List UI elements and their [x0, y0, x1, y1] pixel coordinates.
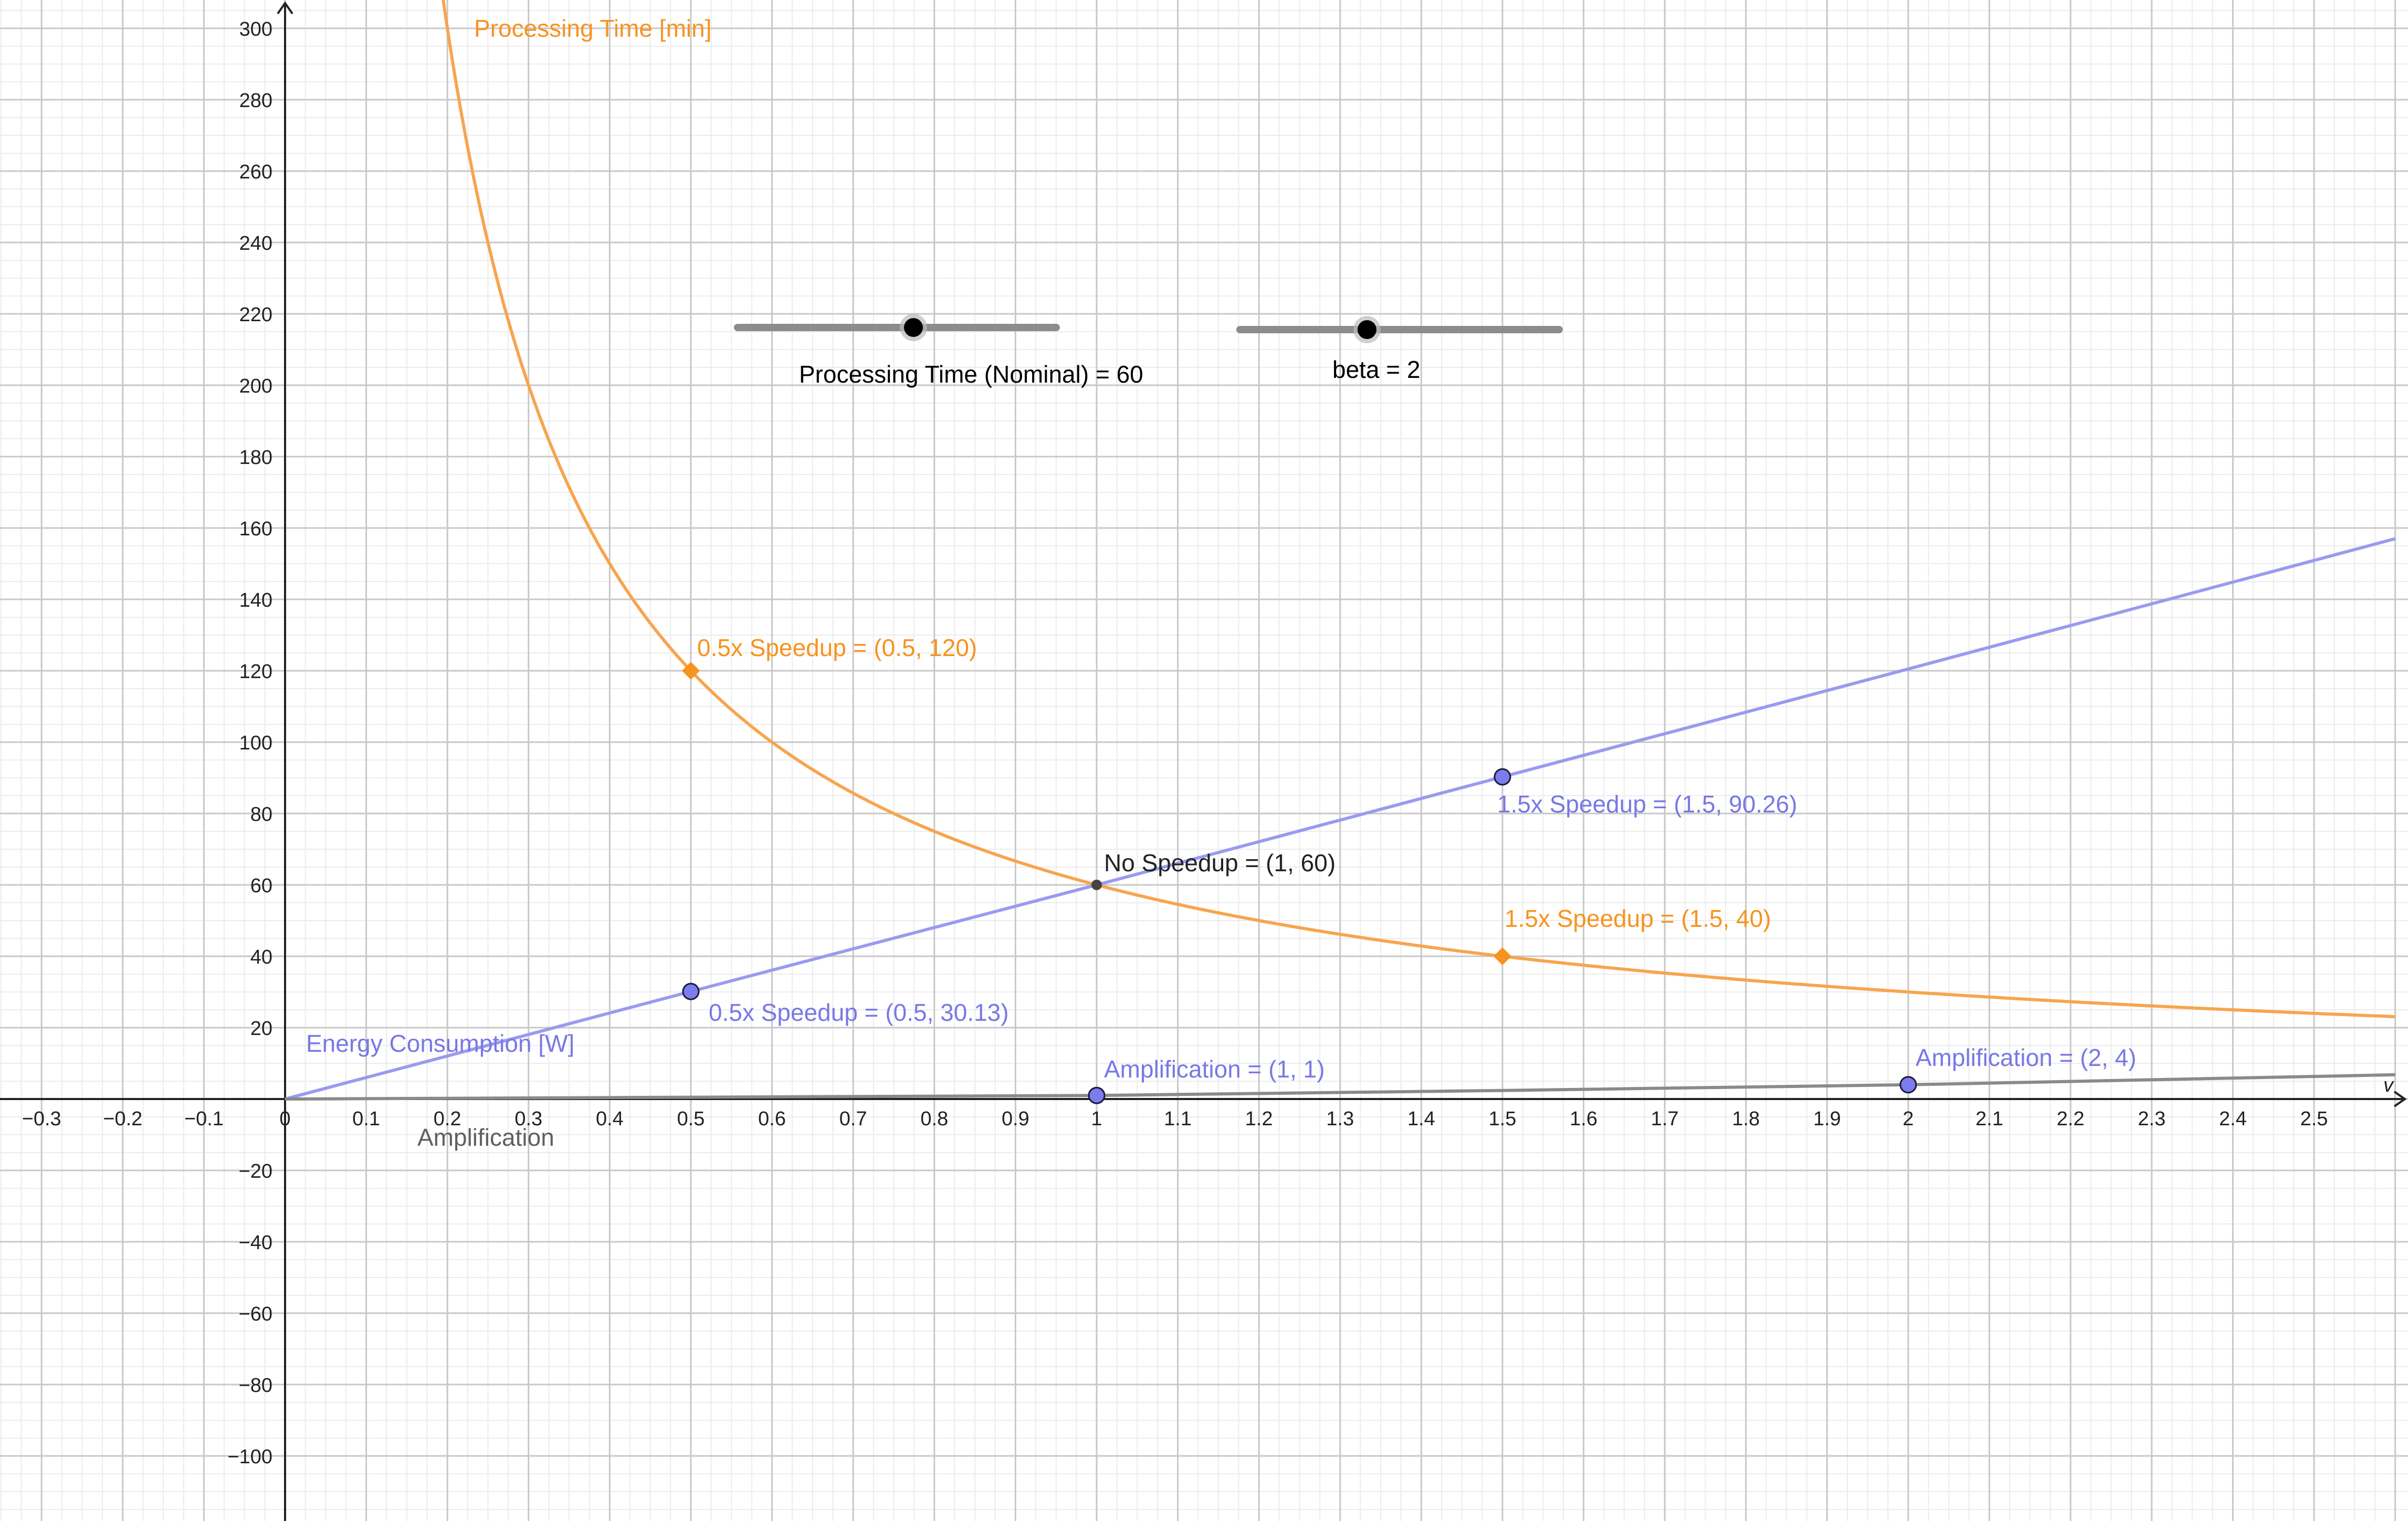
y-tick-label: 100	[239, 732, 272, 754]
x-tick-label: 0.9	[1002, 1108, 1029, 1130]
point-marker-amplification-1-1	[1088, 1086, 1106, 1104]
x-tick-label: 2	[1902, 1108, 1913, 1130]
x-tick-label: 2.2	[2057, 1108, 2085, 1130]
y-tick-label: 20	[250, 1018, 272, 1040]
y-tick-label: 120	[239, 661, 272, 683]
x-tick-label: 1.2	[1245, 1108, 1273, 1130]
x-tick-label: −0.3	[22, 1108, 61, 1130]
point-marker-1-5x-speedup-1-5-90-26	[1494, 768, 1511, 786]
y-axis-arrow	[277, 1, 293, 15]
slider-label: Processing Time (Nominal) = 60	[799, 361, 1143, 388]
x-axis-label: v	[2383, 1074, 2394, 1096]
point-marker-1-5x-speedup-1-5-40	[1494, 947, 1511, 965]
x-tick-label: 0.6	[758, 1108, 786, 1130]
point-label-0-5x-speedup-0-5-120: 0.5x Speedup = (0.5, 120)	[697, 634, 977, 661]
x-tick-label: 1	[1091, 1108, 1102, 1130]
x-tick-label: 1.7	[1651, 1108, 1679, 1130]
x-tick-label: 1.3	[1326, 1108, 1354, 1130]
x-tick-label: 2.3	[2138, 1108, 2165, 1130]
y-tick-label: 80	[250, 804, 272, 826]
y-tick-label: 160	[239, 518, 272, 540]
x-tick-label: −0.1	[184, 1108, 224, 1130]
y-tick-label: 240	[239, 233, 272, 255]
x-tick-label: 0	[279, 1108, 290, 1130]
x-tick-label: 2.1	[1975, 1108, 2003, 1130]
point-label-no-speedup-1-60: No Speedup = (1, 60)	[1104, 849, 1336, 876]
y-tick-label: 60	[250, 875, 272, 897]
slider-beta: beta = 2	[1236, 316, 1563, 383]
y-tick-label: −100	[227, 1446, 272, 1468]
processing-time-curve	[441, 0, 2395, 1019]
y-tick-label: −80	[239, 1375, 272, 1397]
slider-knob[interactable]	[904, 318, 923, 337]
x-tick-label: 1.9	[1813, 1108, 1841, 1130]
amplification-label: Amplification	[417, 1124, 554, 1151]
points: 0.5x Speedup = (0.5, 120) 1.5x Speedup = …	[682, 634, 2137, 1104]
y-tick-label: 40	[250, 946, 272, 968]
energy-consumption-label: Energy Consumption [W]	[306, 1030, 574, 1057]
point-marker-0-5x-speedup-0-5-30-13	[682, 983, 700, 1000]
point-label-0-5x-speedup-0-5-30-13: 0.5x Speedup = (0.5, 30.13)	[709, 999, 1009, 1026]
y-tick-label: 300	[239, 18, 272, 40]
x-tick-label: −0.2	[103, 1108, 142, 1130]
x-tick-label: 2.5	[2300, 1108, 2328, 1130]
y-tick-label: 200	[239, 375, 272, 397]
y-tick-label: 140	[239, 589, 272, 611]
sliders: Processing Time (Nominal) = 60 beta = 2	[734, 314, 1563, 388]
tick-labels: −0.3 −0.2 −0.1 0 0.1 0.2 0.3 0.4 0.5 0.6 0.7 0.8 0.9…	[22, 18, 2328, 1468]
y-tick-label: 260	[239, 161, 272, 183]
x-tick-label: 1.1	[1164, 1108, 1192, 1130]
slider-processing-time-nominal: Processing Time (Nominal) = 60	[734, 314, 1143, 388]
y-tick-label: −40	[239, 1232, 272, 1254]
series-labels: Processing Time [min] Energy Consumption …	[306, 15, 711, 1151]
point-label-amplification-2-4: Amplification = (2, 4)	[1916, 1044, 2137, 1071]
point-label-1-5x-speedup-1-5-40: 1.5x Speedup = (1.5, 40)	[1505, 905, 1771, 932]
x-tick-label: 1.8	[1732, 1108, 1760, 1130]
x-tick-label: 0.3	[514, 1108, 542, 1130]
x-axis-arrow	[2393, 1091, 2407, 1107]
y-tick-label: 280	[239, 90, 272, 112]
curves	[285, 0, 2396, 1101]
energy-consumption-line	[285, 537, 2396, 1101]
x-tick-label: 0.1	[352, 1108, 380, 1130]
y-tick-label: −20	[239, 1160, 272, 1182]
y-tick-label: −60	[239, 1303, 272, 1325]
y-tick-label: 180	[239, 447, 272, 469]
y-tick-label: 220	[239, 304, 272, 326]
x-tick-label: 0.5	[677, 1108, 705, 1130]
processing-time-label: Processing Time [min]	[474, 15, 711, 42]
amplification-curve	[285, 1073, 2395, 1101]
x-tick-label: 0.7	[839, 1108, 867, 1130]
x-tick-label: 0.4	[596, 1108, 624, 1130]
point-marker-amplification-2-4	[1899, 1076, 1917, 1094]
x-tick-label: 2.4	[2219, 1108, 2247, 1130]
x-tick-label: 1.6	[1570, 1108, 1597, 1130]
x-tick-label: 1.4	[1407, 1108, 1435, 1130]
slider-knob[interactable]	[1358, 320, 1376, 339]
point-label-amplification-1-1: Amplification = (1, 1)	[1104, 1055, 1325, 1083]
point-marker-no-speedup-1-60	[1091, 880, 1102, 890]
point-marker-0-5x-speedup-0-5-120	[682, 662, 700, 680]
x-tick-label: 0.2	[434, 1108, 461, 1130]
x-tick-label: 0.8	[920, 1108, 948, 1130]
slider-label: beta = 2	[1332, 356, 1421, 383]
x-tick-label: 1.5	[1489, 1108, 1517, 1130]
point-label-1-5x-speedup-1-5-90-26: 1.5x Speedup = (1.5, 90.26)	[1497, 790, 1797, 818]
